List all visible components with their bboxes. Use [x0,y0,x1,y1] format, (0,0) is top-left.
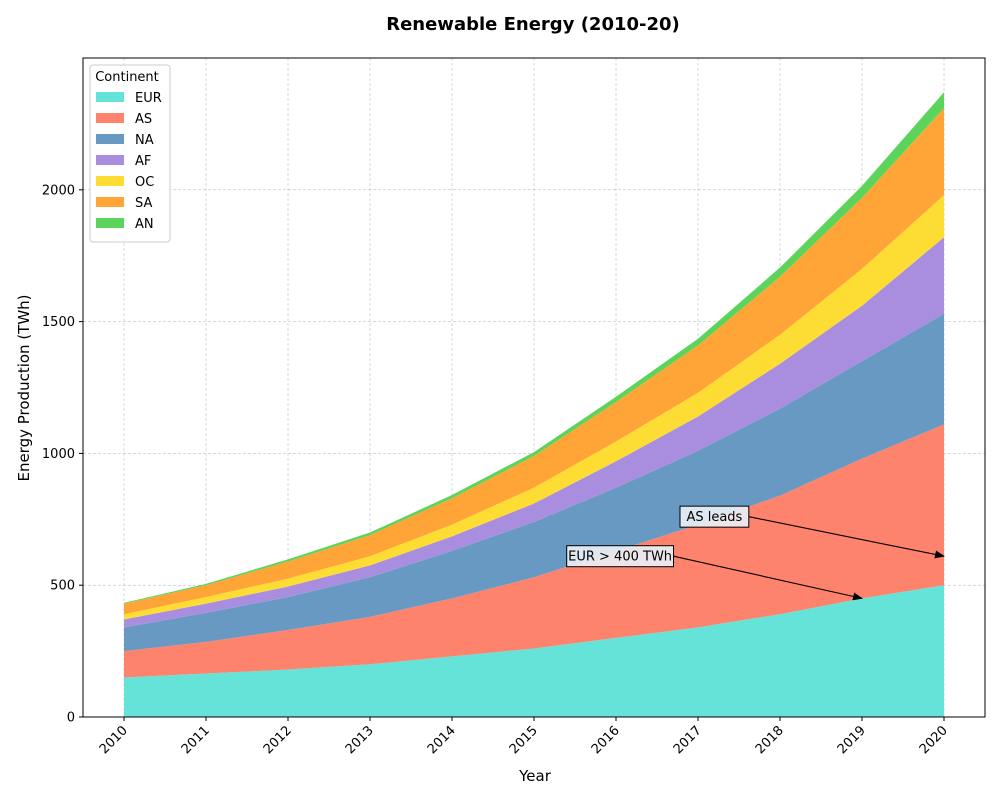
legend-swatch-na [96,134,124,144]
annotation-box [679,505,750,528]
y-tick-label: 1500 [42,315,75,330]
annotation-arrow [748,516,945,559]
legend: Continent EUR AS NA AF OC SA AN [89,64,171,243]
annotations: EUR > 400 TWh AS leads [566,505,945,601]
legend-label-sa: SA [135,196,152,211]
legend-label-oc: OC [135,175,154,190]
annotation-arrow [673,555,863,601]
legend-swatch-sa [96,197,124,207]
y-tick-label: 0 [67,711,75,726]
legend-swatch-af [96,155,124,165]
annotation-box [566,545,675,568]
legend-label-an: AN [135,217,154,232]
legend-title: Continent [95,70,159,85]
legend-swatch-eur [96,92,124,102]
y-tick-label: 2000 [42,183,75,198]
area-series-as [124,424,944,678]
legend-swatch-oc [96,176,124,186]
area-layer [124,92,944,717]
legend-label-af: AF [135,154,151,169]
area-series-eur [124,585,944,717]
annotation-1: EUR > 400 TWh [566,545,863,601]
y-axis-label: Energy Production (TWh) [15,294,33,481]
annotation-text: EUR > 400 TWh [568,550,672,565]
y-tick-label: 500 [50,579,75,594]
legend-label-as: AS [135,112,152,127]
annotation-2: AS leads [679,505,945,559]
chart-title: Renewable Energy (2010-20) [386,14,680,35]
annotation-text: AS leads [686,510,742,525]
legend-label-eur: EUR [135,91,162,106]
y-tick-label: 1000 [42,447,75,462]
legend-swatch-an [96,218,124,228]
area-series-na [124,313,944,652]
legend-label-na: NA [135,133,154,148]
legend-swatch-as [96,113,124,123]
x-axis-label: Year [518,767,552,785]
